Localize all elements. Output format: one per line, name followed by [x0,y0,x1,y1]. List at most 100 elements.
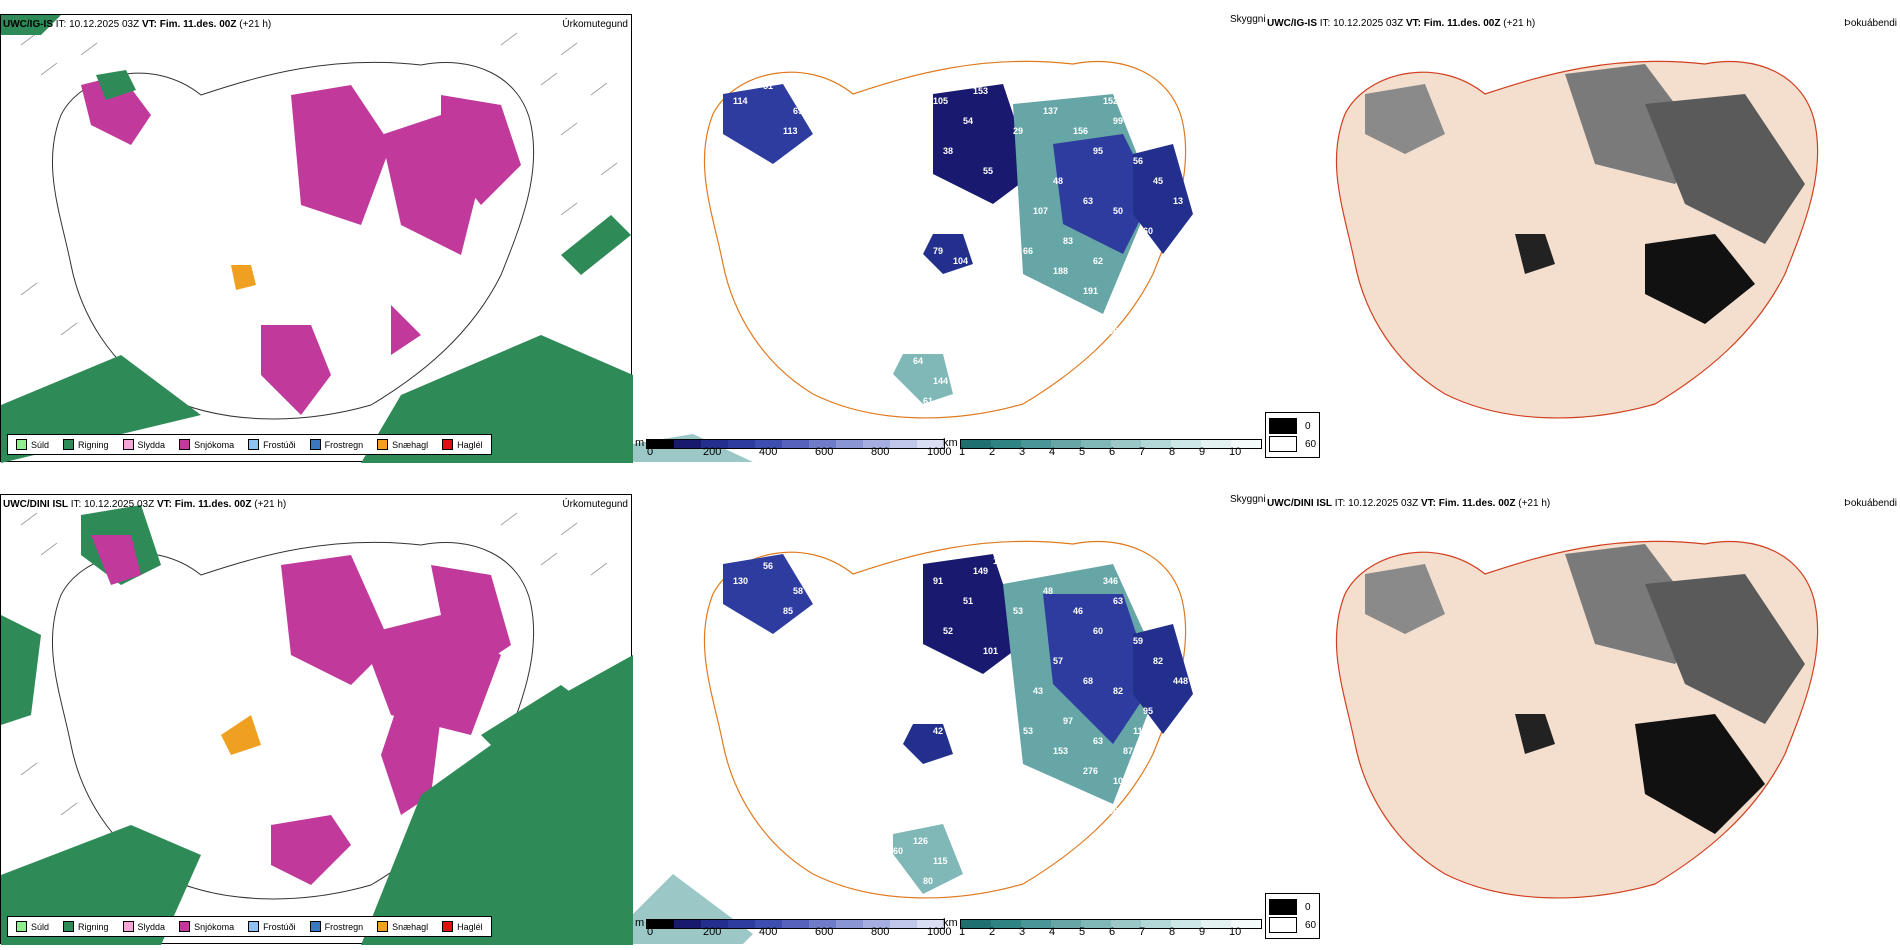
cloud-base-label: 85 [783,606,793,616]
cloud-base-label: 56 [1133,156,1143,166]
colorbar-segment [890,920,918,928]
model-name: UWC/IG-IS [1267,18,1317,29]
colorbar-segment [647,920,675,928]
colorbar-tick: 1000 [927,446,952,458]
vis-unit: km [943,917,958,929]
legend-item: Snæhagl [377,439,428,450]
cloud-base-label: 45 [1153,176,1163,186]
cloud-base-label: 53 [1013,606,1023,616]
visibility-map-row1: 1145169105543855291371569599564548635060… [633,60,1193,462]
colorbar-segment [809,440,837,448]
cloud-base-label: 91 [933,576,943,586]
legend-swatch [377,921,389,932]
colorbar-segment [836,440,864,448]
cloud-base-label: 167 [1153,126,1168,136]
colorbar-tick: 1 [959,926,966,938]
legend-swatch [309,439,321,450]
legend-label: Frostregn [324,439,364,450]
model-name: UWC/IG-IS [3,19,53,30]
cloud-base-label: 107 [1033,206,1048,216]
colorbar-tick: 2 [989,446,996,458]
legend-item: Súld [16,439,49,450]
cloud-base-label: 82 [1153,656,1163,666]
lead-time: (+21 h) [254,499,287,510]
cloud-base-label: 54 [983,756,993,766]
height-unit: m [635,437,645,449]
legend-swatch [122,921,134,932]
precip-legend-row2: Súld Rigning Slydda Snjókoma Frostúði Frostre… [7,916,492,937]
precip-areas [1,505,633,945]
fog-legend-label: 60 [1305,919,1317,931]
colorbar-tick: 3 [1019,446,1026,458]
legend-item: Slydda [122,921,165,932]
colorbar-tick: 3 [1019,926,1026,938]
cloud-base-label: 153 [973,86,988,96]
legend-label: Súld [31,921,50,932]
cloud-base-label: 60 [1093,626,1103,636]
cloud-base-label: 60 [893,846,903,856]
legend-item: Haglél [442,921,483,932]
colorbar-segment [674,440,702,448]
legend-item: Súld [16,921,49,932]
fog-legend-item: 60 [1269,436,1316,452]
colorbar-tick: 0 [647,446,654,458]
cloud-base-label: 97 [1063,716,1073,726]
vt-label: VT: [156,499,172,510]
legend-swatch [179,921,191,932]
colorbar-tick: 6 [1109,446,1116,458]
vis-unit: km [943,437,958,449]
cloud-base-label: 56 [763,561,773,571]
cloud-base-label: 55 [983,166,993,176]
cloud-base-label: 101 [983,646,998,656]
precip-map-row2 [1,505,633,945]
colorbar-tick: 9 [1199,926,1206,938]
cloud-base-label: 79 [933,246,943,256]
colorbar-segment [809,920,837,928]
cloud-base-label: 115 [933,856,948,866]
colorbar-segment [1230,440,1261,448]
legend-label: Frostúði [263,921,296,932]
cloud-base-label: 190 [993,76,1008,86]
cloud-base-label: 102 [983,276,998,286]
fog-legend-row1: 0 60 [1265,412,1321,458]
vis-segments [959,439,1262,449]
colorbar-tick: 10 [1229,926,1242,938]
cloud-base-label: 57 [1113,296,1123,306]
fog-legend-label: 0 [1305,901,1311,913]
height-colorbar-row2: m [635,917,946,929]
legend-swatch [179,439,191,450]
colorbar-segment [1020,920,1051,928]
colorbar-tick: 1000 [927,926,952,938]
numeric-labels-row2: 130 56 58 91 51 52 101 53 48 46 60 63 59 82 57 68 82 95 97… [733,556,1188,886]
colorbar-tick: 0 [647,926,654,938]
vis-colorbar-row1: km [943,437,1262,449]
vis-segments [959,919,1262,929]
cloud-base-label: 116 [1133,726,1148,736]
fog-legend-swatch [1269,917,1297,933]
cloud-base-label: 80 [923,876,933,886]
colorbar-tick: 5 [1079,446,1086,458]
it-label: IT: [1334,498,1346,509]
colorbar-tick: 10 [1229,446,1242,458]
legend-swatch [16,439,27,450]
it-label: IT: [1319,18,1331,29]
cloud-base-label: 13 [1173,196,1183,206]
legend-label: Snjókoma [194,921,235,932]
cloud-base-label: 42 [933,726,943,736]
colorbar-segment [917,920,945,928]
colorbar-segment [1170,920,1201,928]
cloud-base-label: 153 [1053,746,1068,756]
cloud-base-label: 63 [1093,736,1103,746]
vt-label: VT: [1420,498,1436,509]
numeric-labels-row1: 114 51 69 105 54 38 55 29 137 156 95 99 56 45 48 63 50 60… [733,76,1183,406]
header-row2-fog: UWC/DINI ISL IT: 10.12.2025 03Z VT: Fim.… [1267,498,1550,509]
visibility-panel-row2: 130 56 58 91 51 52 101 53 48 46 60 63 59 82 57 68 82 95 97… [633,494,1263,944]
it-value: 10.12.2025 03Z [1333,18,1404,29]
cloud-base-label: 61 [923,396,933,406]
model-name: UWC/DINI ISL [3,499,68,510]
colorbar-segment [836,920,864,928]
fog-legend-swatch [1269,899,1297,915]
colorbar-segment [1200,440,1231,448]
cloud-base-label: 156 [1073,126,1088,136]
lead-time: (+21 h) [1518,498,1551,509]
